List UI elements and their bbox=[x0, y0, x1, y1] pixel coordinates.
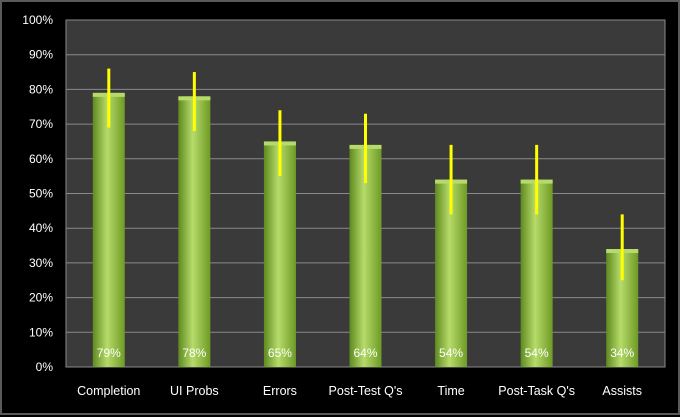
gridlines bbox=[66, 19, 665, 368]
data-label: 65% bbox=[268, 346, 292, 360]
y-tick-label: 20% bbox=[29, 291, 53, 305]
data-label: 79% bbox=[97, 346, 121, 360]
bars bbox=[92, 92, 639, 368]
y-tick-label: 30% bbox=[29, 256, 53, 270]
data-label: 54% bbox=[525, 346, 549, 360]
data-label: 54% bbox=[439, 346, 463, 360]
y-tick-label: 40% bbox=[29, 221, 53, 235]
error-bars bbox=[107, 68, 624, 281]
bar bbox=[263, 141, 296, 367]
data-label: 34% bbox=[610, 346, 634, 360]
x-axis-ticks: Completion UI Probs Errors Post-Test Q's Tim… bbox=[77, 384, 642, 398]
x-tick-label: Errors bbox=[263, 384, 297, 398]
y-tick-label: 80% bbox=[29, 82, 53, 96]
x-tick-label: Time bbox=[437, 384, 464, 398]
y-tick-label: 50% bbox=[29, 187, 53, 201]
y-tick-label: 70% bbox=[29, 117, 53, 131]
x-tick-label: Assists bbox=[602, 384, 642, 398]
y-axis-ticks: 0% 10% 20% 30% 40% 50% 60% 70% 80% 90% 100% bbox=[22, 13, 53, 374]
y-tick-label: 60% bbox=[29, 152, 53, 166]
data-label: 78% bbox=[182, 346, 206, 360]
x-tick-label: Completion bbox=[77, 384, 140, 398]
y-tick-label: 90% bbox=[29, 48, 53, 62]
x-tick-label: Post-Task Q's bbox=[498, 384, 575, 398]
x-tick-label: UI Probs bbox=[170, 384, 219, 398]
bar bbox=[92, 92, 125, 368]
value-labels: 79% 78% 65% 64% 54% 54% 34% bbox=[97, 346, 635, 360]
bar bbox=[178, 96, 211, 367]
y-tick-label: 10% bbox=[29, 325, 53, 339]
data-label: 64% bbox=[353, 346, 377, 360]
y-tick-label: 100% bbox=[22, 13, 53, 27]
x-tick-label: Post-Test Q's bbox=[329, 384, 403, 398]
y-tick-label: 0% bbox=[36, 360, 54, 374]
